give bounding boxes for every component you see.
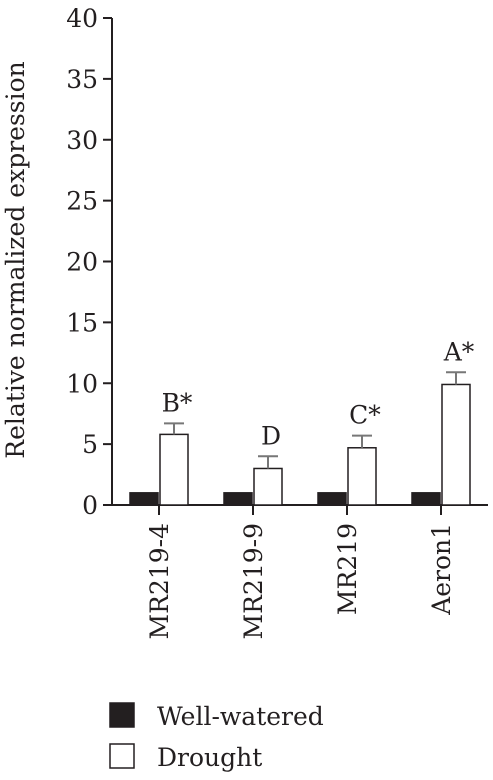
legend: Well-watered Drought (109, 702, 324, 772)
significance-label: B* (162, 388, 193, 417)
bar-drought (441, 383, 471, 506)
legend-swatch-well-watered (109, 702, 135, 728)
significance-label: D (261, 421, 281, 450)
bar-well-watered (411, 492, 441, 506)
y-tick-label: 5 (82, 430, 98, 459)
bar-well-watered (223, 492, 253, 506)
y-tick-label: 25 (66, 187, 98, 216)
y-tick-label: 10 (66, 369, 98, 398)
x-axis: MR219-4 MR219-9 MR219 Aeron1 (112, 504, 488, 640)
bars (129, 371, 471, 506)
x-tick-label: MR219 (333, 523, 362, 615)
y-axis-title: Relative normalized expression (1, 61, 30, 459)
y-tick-label: 0 (82, 491, 98, 520)
y-tick-label: 30 (66, 126, 98, 155)
bar-drought (159, 433, 189, 506)
bar-well-watered (129, 492, 159, 506)
x-tick-label: Aeron1 (427, 523, 456, 616)
legend-well-watered: Well-watered (157, 702, 324, 731)
bar-well-watered (317, 492, 347, 506)
significance-label: C* (349, 401, 381, 430)
significance-labels: B* D C* A* (162, 337, 475, 450)
y-tick-label: 20 (66, 248, 98, 277)
y-tick-label: 35 (66, 65, 98, 94)
y-tick-label: 40 (66, 4, 98, 33)
y-axis: 0 5 10 15 20 25 30 35 40 (66, 4, 113, 520)
legend-swatch-drought (109, 743, 135, 769)
bar-drought (253, 467, 283, 506)
significance-label: A* (443, 337, 475, 366)
x-tick-label: MR219-9 (239, 523, 268, 640)
y-tick-label: 15 (66, 308, 98, 337)
legend-drought: Drought (157, 743, 262, 772)
x-tick-label: MR219-4 (145, 523, 174, 640)
bar-drought (347, 447, 377, 506)
